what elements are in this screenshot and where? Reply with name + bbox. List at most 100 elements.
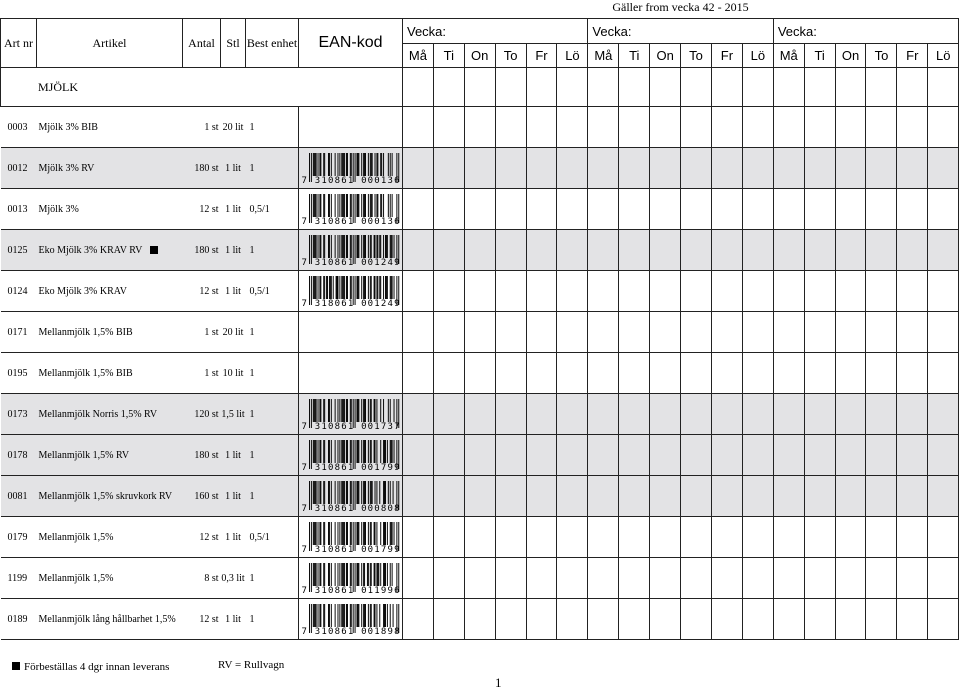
order-cell[interactable] (649, 67, 682, 107)
order-cell[interactable] (618, 557, 651, 599)
order-cell[interactable] (402, 393, 434, 435)
order-cell[interactable] (587, 475, 620, 517)
order-cell[interactable] (741, 598, 774, 640)
order-cell[interactable] (680, 557, 712, 599)
order-cell[interactable] (525, 352, 558, 394)
order-cell[interactable] (710, 270, 743, 312)
order-cell[interactable] (834, 311, 867, 353)
order-cell[interactable] (649, 188, 682, 230)
order-cell[interactable] (834, 147, 867, 189)
order-cell[interactable] (525, 434, 558, 476)
order-cell[interactable] (741, 434, 774, 476)
order-cell[interactable] (741, 147, 774, 189)
order-cell[interactable] (463, 393, 496, 435)
order-cell[interactable] (402, 352, 434, 394)
order-cell[interactable] (463, 67, 496, 107)
order-cell[interactable] (618, 352, 651, 394)
order-cell[interactable] (649, 352, 682, 394)
order-cell[interactable] (649, 147, 682, 189)
order-cell[interactable] (556, 311, 589, 353)
order-cell[interactable] (803, 67, 836, 107)
order-cell[interactable] (494, 229, 527, 271)
order-cell[interactable] (772, 352, 805, 394)
order-cell[interactable] (525, 147, 558, 189)
order-cell[interactable] (587, 557, 620, 599)
order-cell[interactable] (587, 598, 620, 640)
order-cell[interactable] (834, 188, 867, 230)
order-cell[interactable] (927, 352, 959, 394)
order-cell[interactable] (927, 557, 959, 599)
order-cell[interactable] (927, 393, 959, 435)
order-cell[interactable] (772, 516, 805, 558)
order-cell[interactable] (587, 106, 620, 148)
order-cell[interactable] (402, 229, 434, 271)
order-cell[interactable] (865, 557, 898, 599)
order-cell[interactable] (402, 516, 434, 558)
order-cell[interactable] (587, 311, 620, 353)
order-cell[interactable] (710, 147, 743, 189)
order-cell[interactable] (494, 188, 527, 230)
order-cell[interactable] (927, 434, 959, 476)
order-cell[interactable] (710, 67, 743, 107)
order-cell[interactable] (463, 516, 496, 558)
order-cell[interactable] (556, 598, 589, 640)
order-cell[interactable] (494, 352, 527, 394)
order-cell[interactable] (432, 270, 465, 312)
order-cell[interactable] (803, 516, 836, 558)
order-cell[interactable] (834, 393, 867, 435)
order-cell[interactable] (463, 475, 496, 517)
order-cell[interactable] (741, 229, 774, 271)
order-cell[interactable] (772, 106, 805, 148)
order-cell[interactable] (834, 557, 867, 599)
order-cell[interactable] (772, 475, 805, 517)
order-cell[interactable] (494, 475, 527, 517)
order-cell[interactable] (649, 393, 682, 435)
order-cell[interactable] (432, 475, 465, 517)
order-cell[interactable] (587, 352, 620, 394)
order-cell[interactable] (834, 516, 867, 558)
order-cell[interactable] (432, 106, 465, 148)
order-cell[interactable] (649, 557, 682, 599)
order-cell[interactable] (680, 598, 712, 640)
order-cell[interactable] (463, 147, 496, 189)
order-cell[interactable] (463, 229, 496, 271)
order-cell[interactable] (463, 352, 496, 394)
order-cell[interactable] (680, 475, 712, 517)
order-cell[interactable] (834, 67, 867, 107)
order-cell[interactable] (834, 598, 867, 640)
order-cell[interactable] (556, 352, 589, 394)
order-cell[interactable] (587, 393, 620, 435)
order-cell[interactable] (710, 311, 743, 353)
order-cell[interactable] (494, 434, 527, 476)
order-cell[interactable] (556, 147, 589, 189)
order-cell[interactable] (494, 393, 527, 435)
order-cell[interactable] (402, 106, 434, 148)
order-cell[interactable] (803, 106, 836, 148)
order-cell[interactable] (927, 516, 959, 558)
order-cell[interactable] (772, 229, 805, 271)
order-cell[interactable] (587, 434, 620, 476)
order-cell[interactable] (556, 516, 589, 558)
order-cell[interactable] (494, 516, 527, 558)
order-cell[interactable] (494, 598, 527, 640)
order-cell[interactable] (865, 147, 898, 189)
order-cell[interactable] (525, 311, 558, 353)
order-cell[interactable] (803, 598, 836, 640)
order-cell[interactable] (896, 188, 929, 230)
order-cell[interactable] (772, 67, 805, 107)
order-cell[interactable] (741, 352, 774, 394)
order-cell[interactable] (896, 270, 929, 312)
order-cell[interactable] (710, 393, 743, 435)
order-cell[interactable] (803, 352, 836, 394)
order-cell[interactable] (463, 434, 496, 476)
order-cell[interactable] (772, 311, 805, 353)
order-cell[interactable] (772, 557, 805, 599)
order-cell[interactable] (587, 229, 620, 271)
order-cell[interactable] (525, 393, 558, 435)
order-cell[interactable] (803, 229, 836, 271)
order-cell[interactable] (834, 106, 867, 148)
order-cell[interactable] (587, 516, 620, 558)
order-cell[interactable] (772, 598, 805, 640)
order-cell[interactable] (741, 516, 774, 558)
order-cell[interactable] (865, 67, 898, 107)
